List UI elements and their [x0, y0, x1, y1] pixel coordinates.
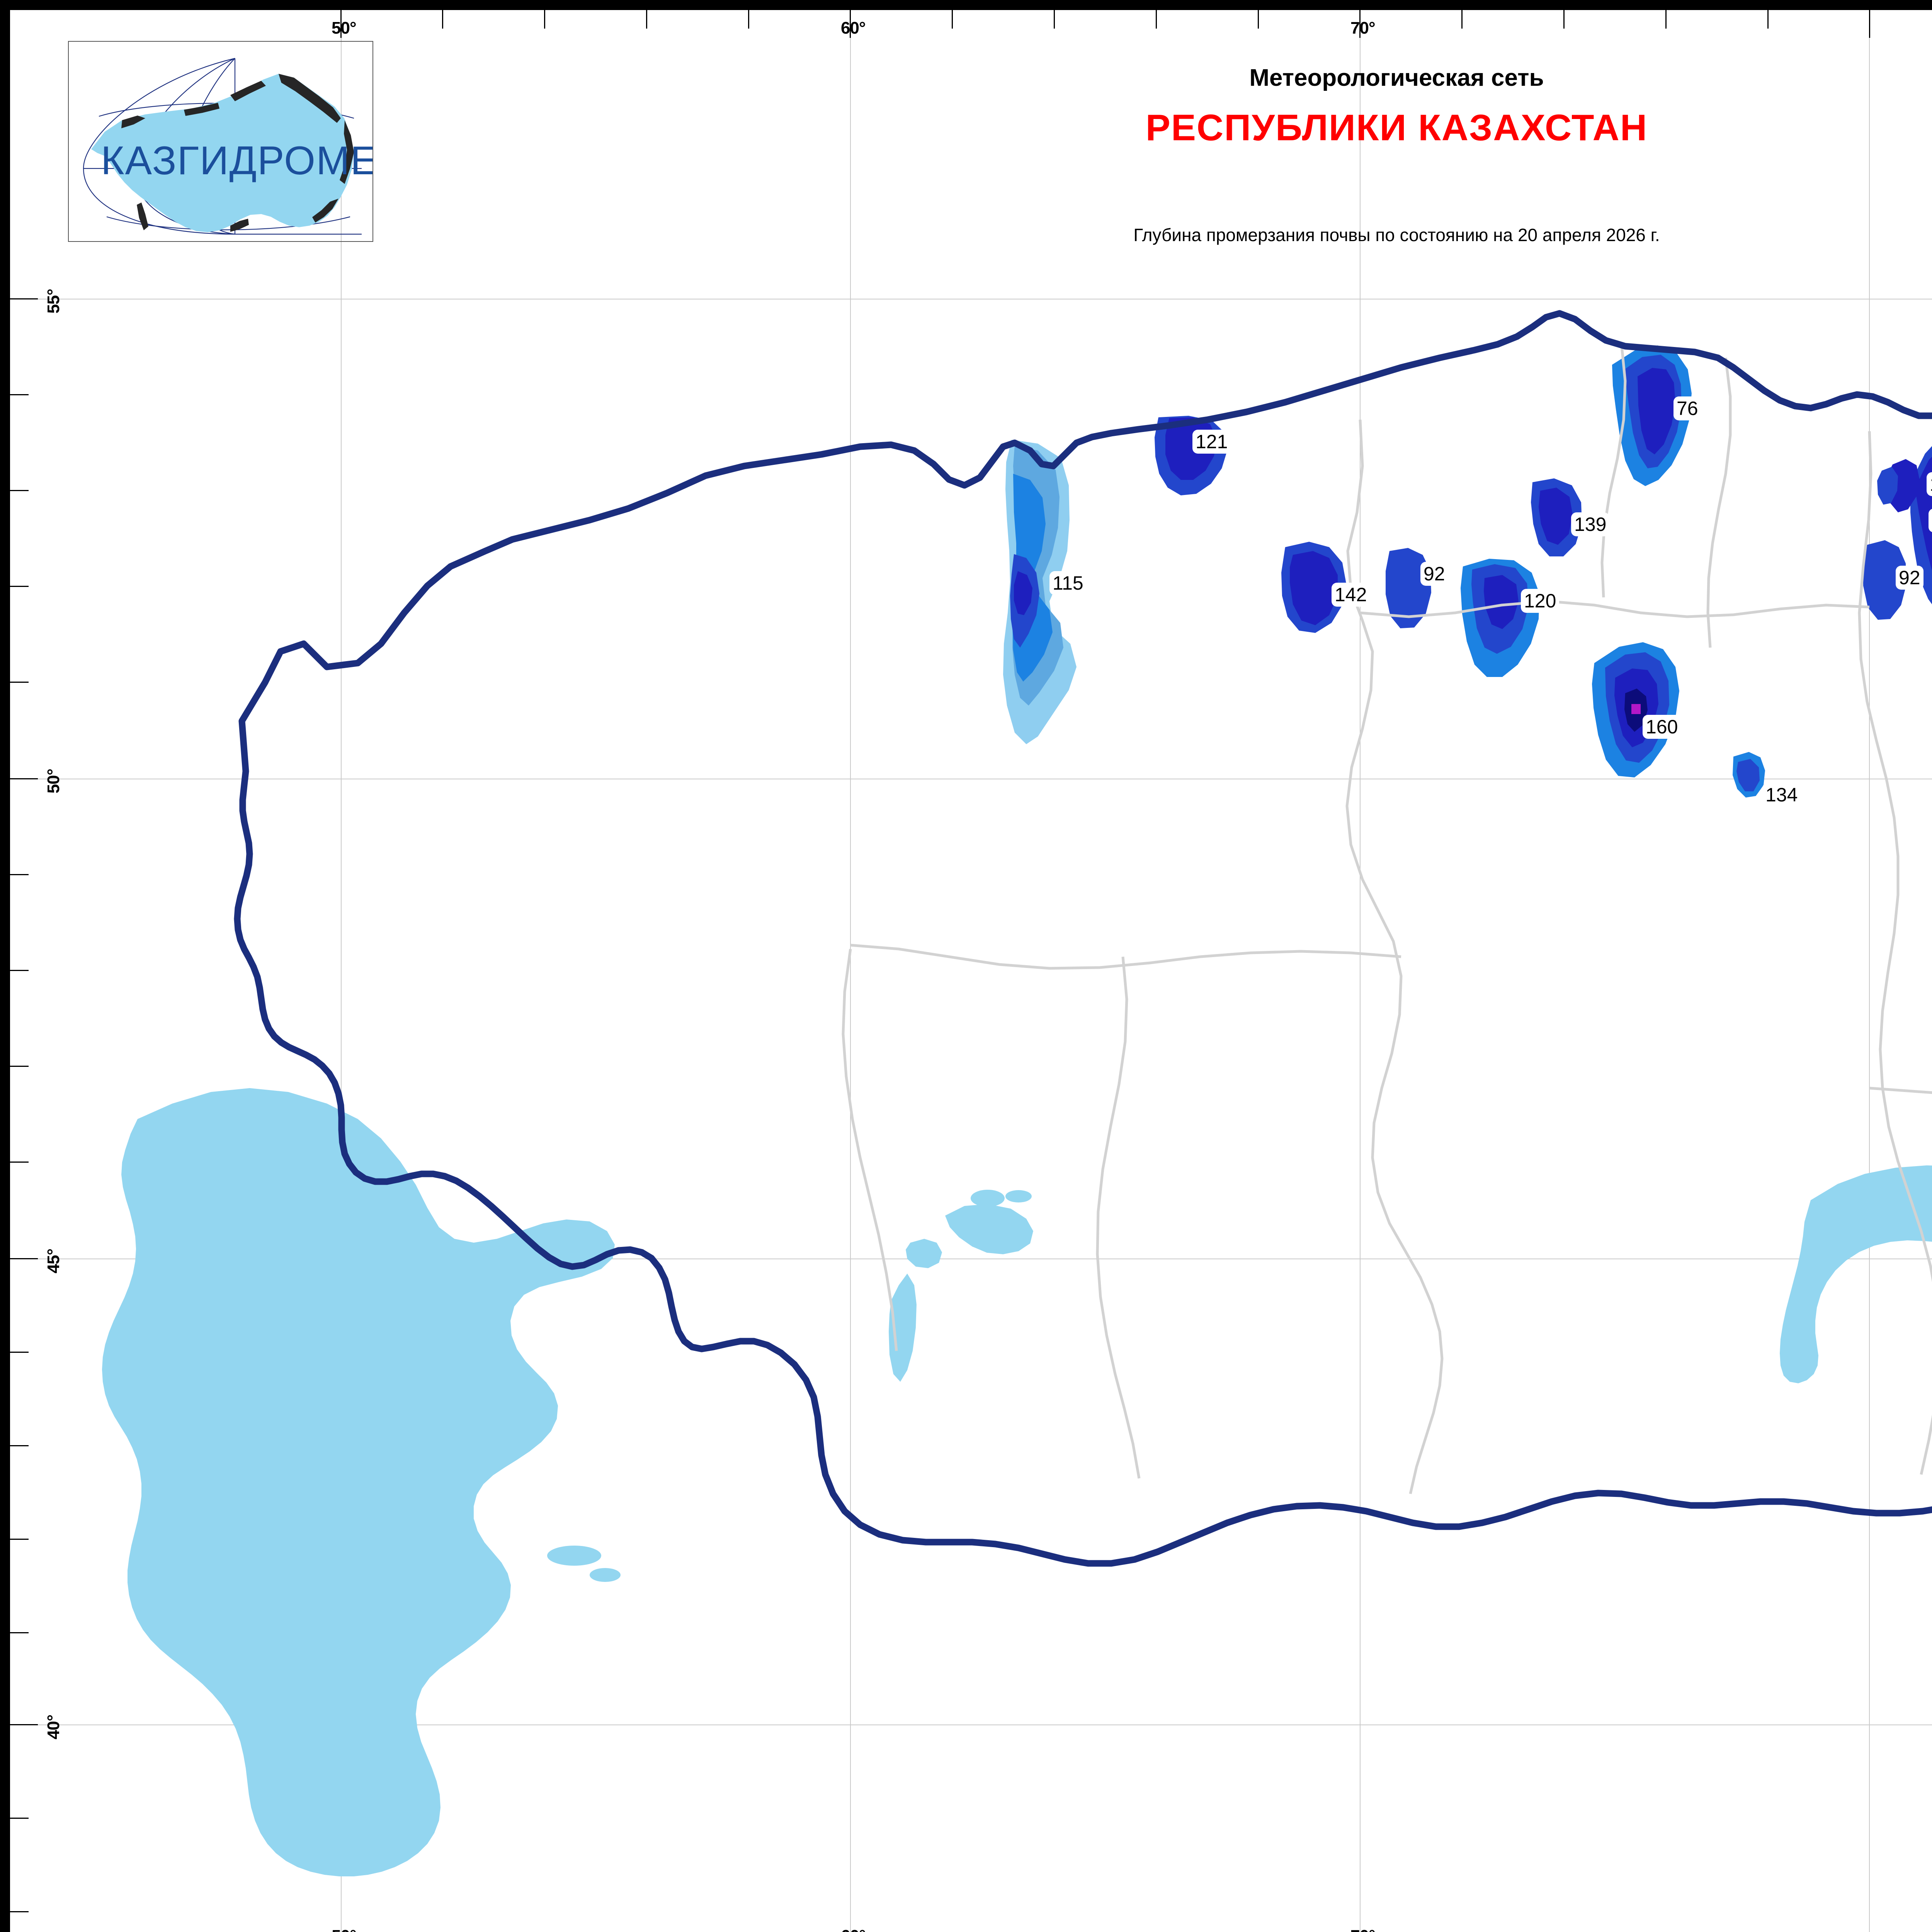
map-canvas: 50° 60° 70° 80° 50° 60° 70° 80° 55° 50° … — [10, 10, 1932, 1932]
axis-label-top-50: 50° — [332, 19, 357, 37]
map-subtitle: Глубина промерзания почвы по состоянию н… — [1133, 225, 1660, 245]
kazakhstan-map — [10, 10, 1932, 1932]
lake-balkhash-water — [1780, 1165, 1932, 1383]
map-title-line2: РЕСПУБЛИКИ КАЗАХСТАН — [1145, 107, 1648, 148]
axis-label-bottom-70: 70° — [1350, 1927, 1376, 1932]
caspian-islands — [259, 1182, 621, 1582]
station-value-label: 134 — [1762, 783, 1801, 807]
station-value-label: 137 — [1929, 509, 1932, 532]
axis-label-left-40: 40° — [44, 1715, 63, 1740]
station-value-label: 92 — [1420, 562, 1448, 586]
station-value-label: 92 — [1896, 566, 1923, 590]
station-value-label: 160 — [1643, 715, 1681, 739]
station-value-label: 121 — [1192, 430, 1231, 454]
station-value-label: 142 — [1332, 583, 1370, 607]
station-value-label: 139 — [1571, 512, 1610, 536]
station-value-label: 76 — [1673, 396, 1701, 420]
axis-label-top-60: 60° — [841, 19, 866, 37]
station-value-label: 115 — [1049, 571, 1087, 595]
caspian-sea-water — [102, 1088, 615, 1876]
national-border — [234, 310, 1932, 1567]
station-value-label: 120 — [1521, 589, 1560, 613]
kazhydromet-logo: КАЗГИДРОМЕТ — [68, 41, 373, 242]
axis-label-top-70: 70° — [1350, 19, 1376, 37]
freeze-depth-contours — [1003, 345, 1932, 798]
station-value-label: 112 — [1927, 472, 1932, 496]
map-title-line1: Метеорологическая сеть — [1249, 65, 1544, 91]
logo-text: КАЗГИДРОМЕТ — [101, 138, 373, 183]
axis-label-left-45: 45° — [44, 1249, 63, 1274]
axis-label-bottom-60: 60° — [841, 1927, 866, 1932]
aral-sea-water — [889, 1190, 1033, 1382]
axis-label-bottom-50: 50° — [332, 1927, 357, 1932]
oblast-borders — [842, 342, 1932, 1494]
axis-label-left-55: 55° — [44, 289, 63, 314]
axis-label-left-50: 50° — [44, 769, 63, 794]
